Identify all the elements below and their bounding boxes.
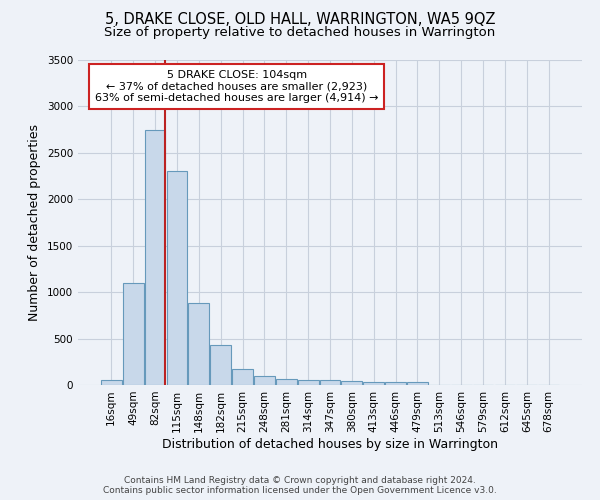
Bar [232,369,253,385]
Bar [167,172,187,385]
X-axis label: Distribution of detached houses by size in Warrington: Distribution of detached houses by size … [162,438,498,450]
Bar [407,382,428,385]
Y-axis label: Number of detached properties: Number of detached properties [28,124,41,321]
Text: Contains HM Land Registry data © Crown copyright and database right 2024.
Contai: Contains HM Land Registry data © Crown c… [103,476,497,495]
Bar [298,380,319,385]
Bar [364,382,384,385]
Bar [210,345,231,385]
Text: Size of property relative to detached houses in Warrington: Size of property relative to detached ho… [104,26,496,39]
Bar [320,380,340,385]
Bar [276,378,296,385]
Text: 5, DRAKE CLOSE, OLD HALL, WARRINGTON, WA5 9QZ: 5, DRAKE CLOSE, OLD HALL, WARRINGTON, WA… [105,12,495,28]
Bar [101,380,122,385]
Bar [385,382,406,385]
Bar [188,304,209,385]
Bar [123,283,143,385]
Bar [341,382,362,385]
Text: 5 DRAKE CLOSE: 104sqm  
← 37% of detached houses are smaller (2,923)
63% of semi: 5 DRAKE CLOSE: 104sqm ← 37% of detached … [95,70,379,103]
Bar [145,130,166,385]
Bar [254,376,275,385]
